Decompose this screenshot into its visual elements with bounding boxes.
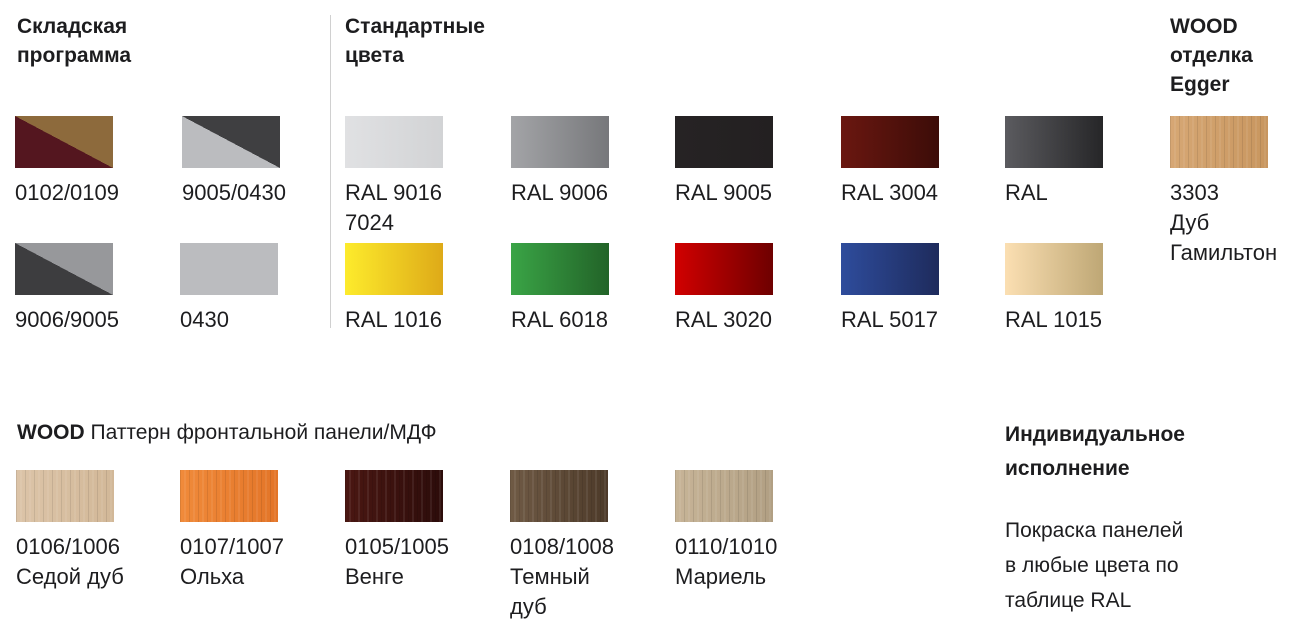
color-swatch bbox=[675, 116, 773, 168]
color-swatch-item: RAL bbox=[1005, 116, 1155, 208]
color-swatch bbox=[675, 470, 773, 522]
wood-panel-title: WOOD Паттерн фронтальной панели/МДФ bbox=[17, 418, 437, 447]
heading-standard-colors: Стандартные цвета bbox=[345, 15, 485, 67]
color-swatch-item: RAL 1015 bbox=[1005, 243, 1155, 335]
color-swatch-item: 0110/1010 Мариель bbox=[675, 470, 825, 592]
swatch-label: 0107/1007 Ольха bbox=[180, 534, 284, 589]
color-swatch-item: 0430 bbox=[180, 243, 330, 335]
swatch-label: 0430 bbox=[180, 307, 229, 332]
color-swatch bbox=[180, 470, 278, 522]
swatch-label: RAL 9005 bbox=[675, 180, 773, 205]
swatch-label: RAL bbox=[1005, 180, 1048, 205]
color-swatch-item: RAL 9005 bbox=[675, 116, 825, 208]
color-swatch-item: RAL 1016 bbox=[345, 243, 495, 335]
swatch-label: 9005/0430 bbox=[182, 180, 286, 205]
color-swatch bbox=[15, 116, 113, 168]
color-swatch bbox=[345, 470, 443, 522]
swatch-label: RAL 3020 bbox=[675, 307, 773, 332]
swatch-label: RAL 9016 7024 bbox=[345, 180, 443, 235]
color-swatch bbox=[180, 243, 278, 295]
color-swatch-item: 9005/0430 bbox=[182, 116, 332, 208]
color-swatch-item: 0107/1007 Ольха bbox=[180, 470, 330, 592]
heading-wood-egger: WOOD отделка Egger bbox=[1170, 15, 1253, 96]
color-swatch-item: RAL 6018 bbox=[511, 243, 661, 335]
swatch-label: RAL 5017 bbox=[841, 307, 939, 332]
swatch-label: 0108/1008 Темный дуб bbox=[510, 534, 614, 619]
color-swatch bbox=[345, 116, 443, 168]
swatch-label: 0102/0109 bbox=[15, 180, 119, 205]
color-swatch bbox=[16, 470, 114, 522]
swatch-label: 0110/1010 Мариель bbox=[675, 534, 778, 589]
color-swatch-item: RAL 5017 bbox=[841, 243, 991, 335]
color-swatch-item: 0105/1005 Венге bbox=[345, 470, 495, 592]
swatch-label: 0106/1006 Седой дуб bbox=[16, 534, 124, 589]
color-swatch bbox=[182, 116, 280, 168]
section-divider bbox=[330, 15, 331, 328]
color-swatch bbox=[511, 116, 609, 168]
color-swatch-item: RAL 9006 bbox=[511, 116, 661, 208]
color-swatch bbox=[1170, 116, 1268, 168]
color-swatch-item: 0108/1008 Темный дуб bbox=[510, 470, 660, 622]
color-swatch-item: 9006/9005 bbox=[15, 243, 165, 335]
wood-panel-title-bold: WOOD bbox=[17, 421, 85, 444]
wood-panel-title-rest: Паттерн фронтальной панели/МДФ bbox=[84, 421, 437, 444]
color-swatch bbox=[15, 243, 113, 295]
color-swatch-item: RAL 3020 bbox=[675, 243, 825, 335]
individual-title: Индивидуальное исполнение bbox=[1005, 423, 1185, 480]
swatch-label: RAL 6018 bbox=[511, 307, 609, 332]
color-swatch bbox=[510, 470, 608, 522]
color-swatch-item: RAL 3004 bbox=[841, 116, 991, 208]
swatch-label: 9006/9005 bbox=[15, 307, 119, 332]
color-swatch bbox=[1005, 116, 1103, 168]
individual-text: Покраска панелей в любые цвета по таблиц… bbox=[1005, 519, 1184, 612]
color-swatch bbox=[1005, 243, 1103, 295]
color-swatch bbox=[841, 243, 939, 295]
color-swatch bbox=[675, 243, 773, 295]
swatch-label: 3303 Дуб Гамильтон bbox=[1170, 180, 1278, 265]
color-swatch-item: 0106/1006 Седой дуб bbox=[16, 470, 166, 592]
swatch-label: RAL 1015 bbox=[1005, 307, 1103, 332]
color-swatch bbox=[841, 116, 939, 168]
swatch-label: RAL 3004 bbox=[841, 180, 939, 205]
heading-stock-program: Складская программа bbox=[17, 15, 132, 67]
color-swatch-item: 0102/0109 bbox=[15, 116, 165, 208]
swatch-label: RAL 1016 bbox=[345, 307, 443, 332]
swatch-label: 0105/1005 Венге bbox=[345, 534, 449, 589]
color-swatch-item: 3303 Дуб Гамильтон bbox=[1170, 116, 1313, 268]
color-swatch-item: RAL 9016 7024 bbox=[345, 116, 495, 238]
color-swatch bbox=[511, 243, 609, 295]
swatch-label: RAL 9006 bbox=[511, 180, 609, 205]
color-swatch bbox=[345, 243, 443, 295]
